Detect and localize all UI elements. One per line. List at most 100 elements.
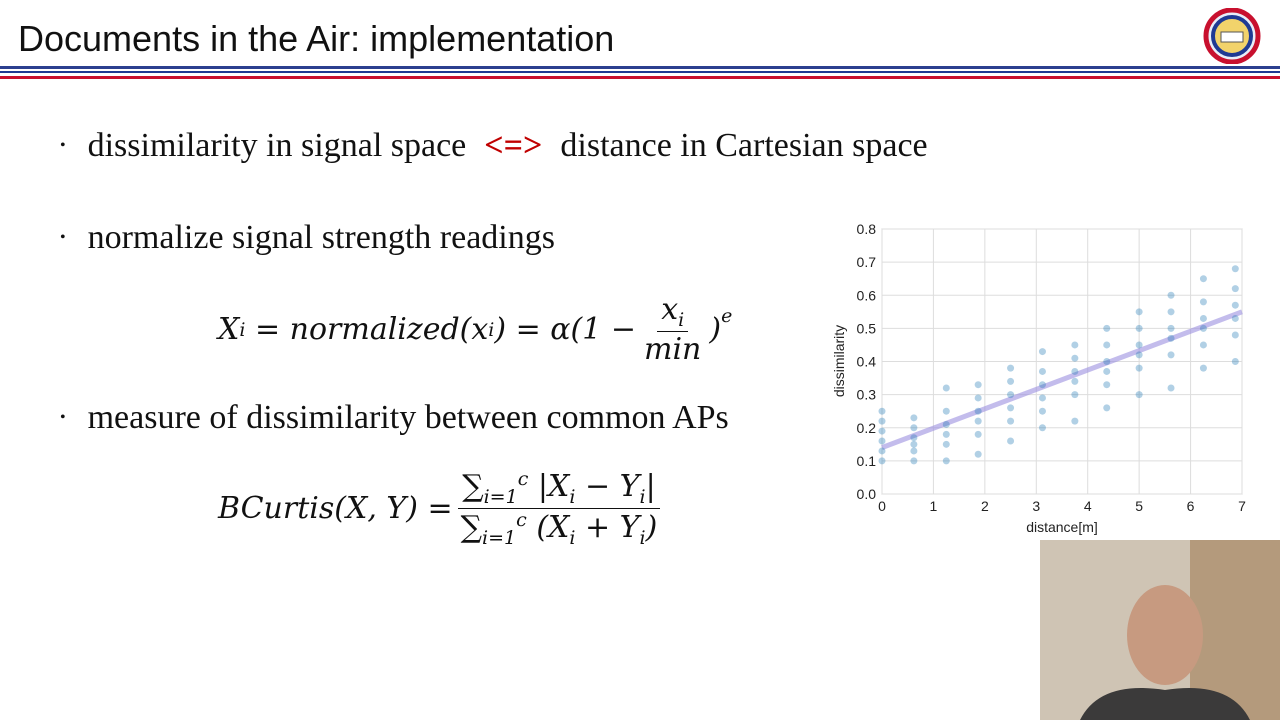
scatter-point (878, 447, 886, 455)
scatter-point (974, 417, 982, 425)
formula: BCurtis(X, Y) = ∑i=1c |Xi − Yi| ∑i=1c (X… (218, 468, 665, 549)
scatter-point (974, 381, 982, 389)
scatter-point (942, 420, 950, 428)
math: BCurtis(X, Y) = (218, 491, 453, 526)
scatter-point (1071, 341, 1079, 349)
header-rule (0, 71, 1280, 73)
scatter-point (1231, 301, 1239, 309)
math: i (678, 309, 685, 331)
x-axis-label: distance[m] (1026, 519, 1098, 535)
scatter-point (942, 457, 950, 465)
scatter-point (910, 457, 918, 465)
math: ∑ (460, 510, 483, 545)
y-tick-label: 0.4 (857, 354, 877, 370)
scatter-point (942, 430, 950, 438)
scatter-point (1135, 364, 1143, 372)
math: i=1 (483, 486, 518, 508)
math: i (639, 486, 646, 508)
fraction: xi min (640, 292, 705, 367)
y-tick-label: 0.7 (857, 254, 877, 270)
scatter-point (942, 407, 950, 415)
math: i (569, 527, 576, 549)
math: |X (537, 469, 570, 504)
scatter-point (1038, 407, 1046, 415)
scatter-point (878, 417, 886, 425)
scatter-point (1135, 324, 1143, 332)
scatter-point (1199, 275, 1207, 283)
bullet-text: distance in Cartesian space (560, 127, 928, 164)
math: (X (536, 510, 570, 545)
logo (1203, 8, 1261, 64)
scatter-point (1038, 381, 1046, 389)
chart: distance[m] dissimilarity 0.0 0.1 0.2 0.3 0.… (831, 221, 1246, 535)
math: c (516, 509, 527, 531)
scatter-point (1103, 381, 1111, 389)
scatter-point (1231, 285, 1239, 293)
bullet: dissimilarity in signal space <=> distance… (60, 127, 928, 165)
bullet: measure of dissimilarity between common … (60, 399, 729, 437)
scatter-point (1071, 417, 1079, 425)
scatter-point (1135, 391, 1143, 399)
scatter-point (1199, 324, 1207, 332)
scatter-point (1199, 364, 1207, 372)
y-tick-label: 0.6 (857, 287, 877, 303)
scatter-point (1103, 358, 1111, 365)
scatter-point (1007, 417, 1015, 425)
scatter-point (974, 450, 982, 458)
scatter-point (1231, 265, 1239, 273)
header-rule (0, 76, 1280, 79)
math: | (645, 469, 656, 504)
scatter-point (1007, 391, 1015, 399)
trend-line (881, 309, 1243, 450)
scatter-point (942, 384, 950, 392)
y-tick-label: 0.2 (857, 420, 877, 436)
x-tick-label: 3 (1032, 498, 1040, 514)
scatter-point (878, 457, 886, 465)
scatter-point (1199, 314, 1207, 322)
scatter-point (1007, 404, 1015, 412)
math: c (517, 468, 529, 490)
scatter-point (1231, 314, 1239, 322)
scatter-point (910, 440, 918, 448)
scatter-point (974, 430, 982, 438)
scatter-point (974, 394, 982, 402)
scatter-point (1167, 291, 1175, 299)
scatter-point (1071, 391, 1079, 399)
math: i (569, 486, 576, 508)
bullet-text: dissimilarity in signal space (87, 127, 467, 164)
scatter-point (878, 407, 886, 415)
y-tick-label: 0.5 (857, 320, 877, 336)
scatter-point (1071, 354, 1079, 362)
math: − Y (585, 469, 640, 504)
math: i (639, 527, 646, 549)
scatter-point (910, 424, 918, 432)
math: ) (709, 312, 722, 347)
y-tick-label: 0.8 (857, 221, 877, 237)
scatter-point (1199, 341, 1207, 349)
math: i (239, 318, 246, 341)
x-tick-label: 5 (1135, 498, 1143, 514)
equivalence-arrow: <=> (484, 127, 543, 164)
math: + Y (585, 510, 640, 545)
scatter-point (1071, 377, 1079, 385)
slide-title: Documents in the Air: implementation (18, 18, 615, 59)
header-rule (0, 66, 1280, 69)
scatter-point (942, 440, 950, 448)
scatter-point (1038, 424, 1046, 432)
math: X (218, 312, 240, 347)
y-tick-label: 0.3 (857, 387, 877, 403)
bullet: normalize signal strength readings (60, 219, 555, 257)
scatter-point (1103, 341, 1111, 349)
y-tick-label: 0.1 (857, 453, 877, 469)
scatter-point (1231, 331, 1239, 339)
scatter-point (1167, 308, 1175, 316)
x-tick-label: 0 (878, 498, 886, 514)
scatter-point (1167, 334, 1175, 342)
math: e (721, 304, 733, 327)
scatter-point (1135, 308, 1143, 316)
scatter-point (1231, 358, 1239, 365)
y-tick-label: 0.0 (857, 486, 877, 502)
scatter-point (910, 447, 918, 455)
